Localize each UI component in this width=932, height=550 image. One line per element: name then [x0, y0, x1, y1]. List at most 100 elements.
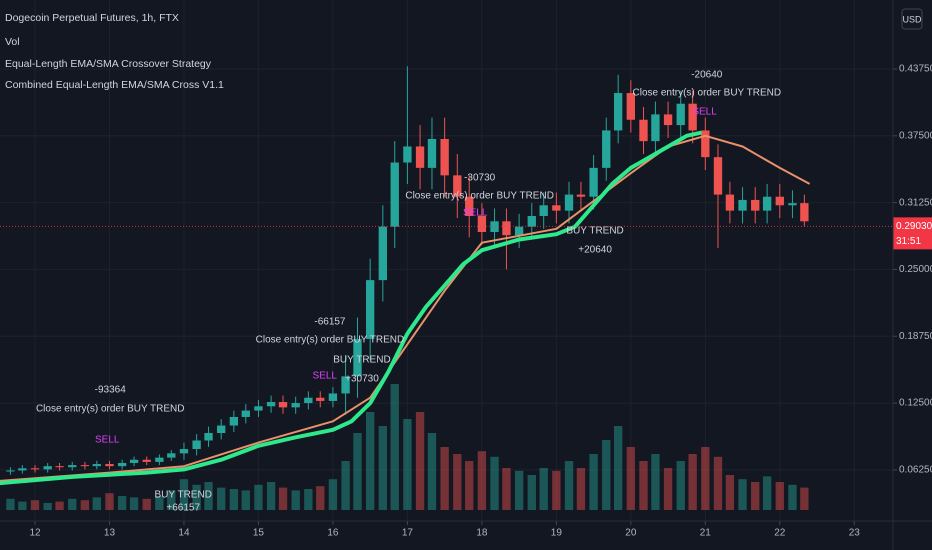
volume-bar [316, 486, 325, 510]
x-tick-label: 12 [29, 528, 41, 539]
candle-body [117, 462, 127, 467]
volume-bar [80, 500, 90, 510]
candle-body [341, 376, 350, 394]
volume-bar [751, 482, 760, 510]
x-tick-label: 15 [253, 528, 265, 539]
volume-bar [788, 484, 797, 510]
volume-bar [614, 426, 623, 510]
volume-bar [278, 487, 288, 510]
candle-body [55, 466, 64, 468]
trade-annotation: Close entry(s) order BUY TREND [633, 87, 782, 98]
volume-bar [68, 498, 77, 510]
volume-bar [713, 456, 723, 510]
y-tick-label: 0.3125000 [899, 197, 932, 208]
volume-bar [427, 433, 437, 510]
volume-bar [514, 470, 524, 510]
indicator-line [0, 130, 703, 486]
volume-bar [527, 475, 536, 510]
y-tick-label: 0.3750000 [899, 130, 932, 141]
volume-bar [179, 479, 189, 510]
candle-body [155, 457, 164, 462]
y-tick-label: 0.2500000 [899, 264, 932, 275]
candle-body [415, 146, 425, 168]
candle-body [800, 203, 809, 222]
candle-body [254, 406, 263, 411]
candle-body [353, 338, 362, 377]
last-price-box [893, 217, 932, 250]
volume-bar [18, 501, 27, 510]
trade-annotation: SELL [692, 106, 717, 117]
candle-body [775, 196, 784, 206]
candle-body [651, 114, 660, 142]
trade-annotation: BUY TREND [333, 355, 390, 366]
last-price-label: 0.2903005 [896, 221, 932, 232]
candle-body [725, 194, 735, 211]
trade-annotation: -93364 [95, 384, 127, 395]
candle-body [453, 175, 462, 197]
candle-body [762, 196, 772, 211]
volume-bar [701, 447, 710, 510]
volume-bar [204, 482, 213, 510]
x-tick-label: 22 [774, 528, 786, 539]
trade-annotation: +20640 [578, 244, 612, 255]
volume-bar [663, 468, 673, 510]
trade-annotation: -20640 [691, 69, 723, 80]
volume-bar [254, 484, 263, 510]
candle-body [514, 226, 524, 236]
x-tick-label: 13 [104, 528, 116, 539]
volume-bar [92, 497, 101, 510]
volume-bar [328, 479, 338, 510]
volume-bar [129, 497, 139, 510]
trade-annotation: -30730 [464, 172, 496, 183]
volume-bar [229, 489, 239, 510]
candle-body [602, 130, 611, 168]
indicator-label: Equal-Length EMA/SMA Crossover Strategy [5, 58, 212, 70]
volume-bar [576, 468, 586, 510]
candle-body [266, 402, 276, 407]
volume-bar [6, 498, 15, 510]
y-tick-label: 0.1875000 [899, 331, 932, 342]
volume-bar [552, 470, 561, 510]
candle-body [403, 146, 412, 163]
x-tick-label: 20 [625, 528, 637, 539]
indicator-label: Combined Equal-Length EMA/SMA Cross V1.1 [5, 79, 224, 91]
x-tick-label: 18 [476, 528, 488, 539]
volume-bar [688, 454, 697, 510]
candle-body [229, 416, 239, 426]
y-tick-label: 0.4375000 [899, 64, 932, 75]
candle-body [204, 433, 213, 441]
candle-body [427, 138, 437, 168]
candle-body [713, 157, 723, 195]
currency-button[interactable] [901, 8, 923, 30]
volume-bar [415, 412, 425, 510]
trade-annotation: SELL [95, 435, 120, 446]
candle-body [788, 203, 797, 206]
volume-bar [589, 454, 598, 510]
volume-bar [602, 440, 611, 510]
candle-body [552, 205, 561, 211]
countdown-label: 31:51 [896, 236, 921, 247]
candle-body [129, 459, 139, 463]
candle-body [142, 459, 151, 462]
trade-annotation: Close entry(s) order BUY TREND [405, 191, 554, 202]
volume-bar [639, 461, 648, 510]
volume-bar [365, 412, 375, 510]
volume-bar [30, 500, 40, 510]
volume-bar [142, 498, 151, 510]
candle-body [316, 397, 325, 401]
volume-bar [676, 461, 685, 510]
volume-bar [762, 476, 772, 510]
volume-bar [217, 487, 226, 510]
candle-body [18, 468, 27, 471]
x-tick-label: 16 [327, 528, 339, 539]
candle-body [639, 119, 648, 142]
volume-bar [266, 482, 276, 510]
candle-body [68, 465, 77, 468]
volume-bar [291, 490, 300, 510]
candle-body [43, 466, 52, 470]
candle-body [105, 464, 114, 467]
candle-body [663, 114, 673, 126]
candle-body [477, 215, 487, 233]
currency-label[interactable]: USD [902, 14, 922, 24]
x-tick-label: 14 [178, 528, 190, 539]
